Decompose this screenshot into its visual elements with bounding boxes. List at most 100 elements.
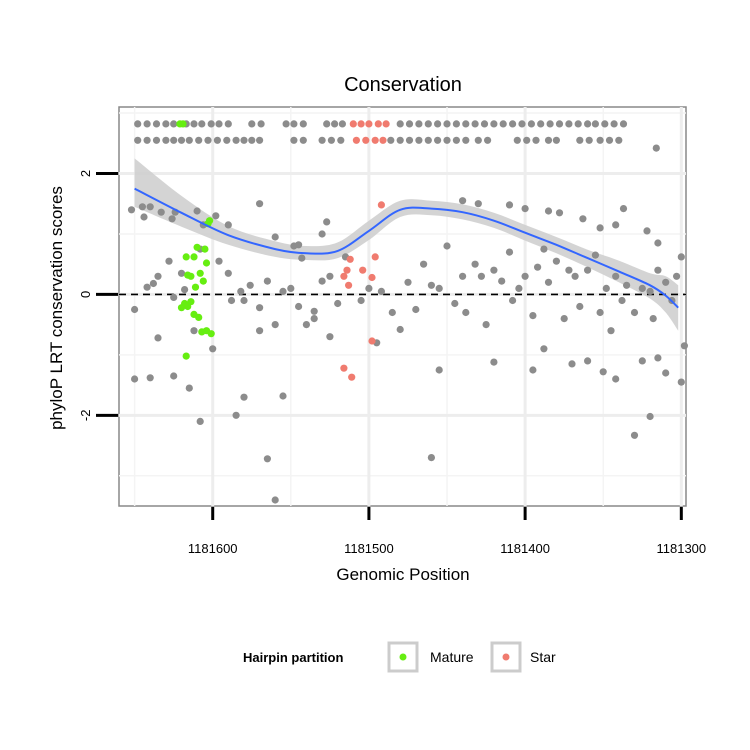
other-point	[601, 120, 609, 128]
other-point	[170, 372, 178, 380]
other-point	[420, 260, 428, 268]
star-point	[371, 136, 379, 144]
other-point	[471, 120, 479, 128]
other-point	[310, 315, 318, 323]
other-point	[170, 293, 178, 301]
other-point	[271, 321, 279, 329]
other-point	[318, 136, 326, 144]
other-point	[134, 120, 142, 128]
other-point	[427, 281, 435, 289]
star-point	[371, 253, 379, 261]
other-point	[177, 269, 186, 277]
other-point	[596, 136, 604, 144]
other-point	[508, 296, 517, 305]
other-point	[405, 120, 414, 128]
other-point	[646, 412, 654, 421]
other-point	[424, 120, 432, 128]
other-point	[680, 342, 689, 350]
mature-point	[207, 330, 215, 338]
other-point	[149, 279, 157, 288]
legend-key-mature	[387, 641, 419, 673]
data-points	[127, 120, 689, 504]
other-point	[498, 277, 506, 285]
other-point	[540, 345, 548, 353]
other-point	[415, 136, 423, 144]
mature-point	[177, 304, 186, 312]
other-point	[154, 272, 162, 280]
other-point	[537, 120, 545, 128]
other-point	[443, 120, 451, 128]
other-point	[521, 272, 529, 280]
other-point	[177, 136, 186, 144]
other-point	[630, 431, 639, 439]
other-point	[168, 215, 176, 223]
other-point	[443, 136, 451, 144]
other-point	[310, 307, 318, 315]
other-point	[127, 206, 136, 214]
other-point	[165, 257, 173, 265]
other-point	[263, 277, 271, 285]
other-point	[282, 120, 290, 128]
x-tick-label: 1181500	[344, 541, 394, 556]
mature-point	[202, 259, 211, 267]
other-point	[555, 120, 564, 128]
other-point	[256, 327, 264, 335]
other-point	[612, 272, 620, 280]
other-point	[544, 278, 553, 286]
other-point	[508, 120, 517, 128]
star-point	[352, 136, 360, 144]
other-point	[227, 296, 236, 305]
other-point	[357, 296, 365, 305]
other-point	[654, 239, 662, 247]
other-point	[652, 144, 660, 152]
other-point	[279, 287, 287, 295]
other-point	[505, 201, 514, 209]
other-point	[638, 284, 646, 292]
other-point	[619, 205, 628, 213]
other-point	[484, 136, 492, 144]
plot-panel	[118, 106, 687, 507]
mature-point	[196, 269, 204, 277]
star-point	[346, 255, 354, 263]
other-point	[443, 242, 451, 250]
other-point	[599, 368, 607, 376]
mature-point	[199, 277, 207, 285]
other-point	[224, 120, 232, 128]
other-point	[295, 241, 303, 249]
other-point	[630, 308, 639, 317]
other-point	[318, 230, 326, 238]
other-point	[271, 496, 279, 504]
other-point	[424, 136, 432, 144]
other-point	[527, 120, 536, 128]
other-point	[462, 136, 470, 144]
other-point	[546, 120, 554, 128]
smooth-ribbon	[134, 158, 679, 331]
mature-point	[201, 245, 209, 253]
other-point	[596, 224, 604, 232]
other-point	[607, 327, 615, 335]
other-point	[256, 304, 264, 312]
other-point	[427, 454, 435, 462]
other-point	[623, 281, 631, 289]
other-point	[162, 136, 170, 144]
other-point	[207, 120, 215, 128]
other-point	[405, 136, 414, 144]
other-point	[299, 136, 307, 144]
other-point	[232, 411, 240, 419]
other-point	[246, 281, 254, 289]
other-point	[240, 136, 248, 144]
other-point	[388, 308, 396, 317]
other-point	[677, 253, 685, 261]
other-point	[198, 120, 206, 128]
star-point	[382, 120, 390, 128]
other-point	[162, 120, 170, 128]
other-point	[287, 284, 295, 292]
other-point	[404, 278, 412, 286]
other-point	[152, 136, 161, 144]
other-point	[540, 245, 548, 253]
other-point	[673, 272, 681, 280]
other-point	[544, 207, 553, 215]
other-point	[193, 207, 201, 215]
other-point	[387, 136, 395, 144]
other-point	[412, 305, 420, 314]
